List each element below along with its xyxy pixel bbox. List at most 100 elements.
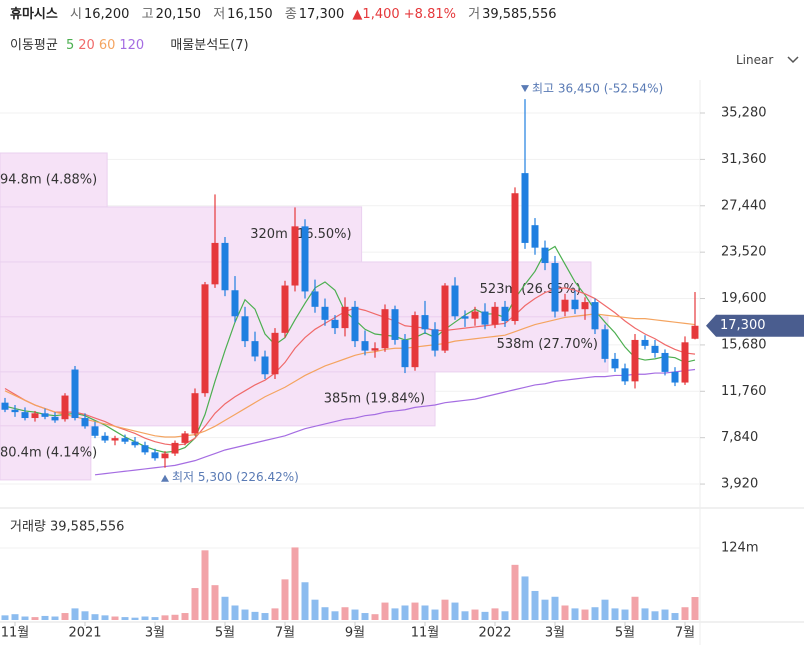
volume-bar: [281, 579, 289, 620]
y-tick-label: 124m: [721, 541, 758, 556]
label: 고: [141, 7, 154, 22]
profile-label: 538m (27.70%): [497, 337, 598, 352]
x-tick-label: 5월: [215, 626, 235, 641]
legend-entry[interactable]: 60: [98, 38, 116, 53]
profile-label: 320m (16.50%): [250, 227, 351, 242]
volume-bar: [451, 602, 459, 620]
volume-bar: [341, 607, 349, 620]
candle-body: [691, 325, 699, 339]
y-tick-label: 11,760: [721, 384, 767, 399]
candle-body: [111, 438, 119, 441]
candle-body: [381, 309, 389, 349]
candle-body: [681, 342, 689, 383]
volume-bar: [21, 616, 29, 620]
candle-body: [541, 247, 549, 264]
volume-bar: [691, 597, 699, 620]
volume-bar: [91, 614, 99, 620]
candle-body: [171, 442, 179, 454]
volume-bar: [331, 611, 339, 620]
volume-bar: [511, 564, 519, 620]
x-tick-label: 11월: [1, 626, 30, 641]
profile-bar: [0, 206, 363, 263]
volume-bar: [271, 608, 279, 620]
label: 시: [69, 7, 82, 22]
candle-body: [161, 453, 169, 459]
legend-entry[interactable]: 20: [78, 38, 95, 53]
profile-label[interactable]: 매물분석도(7): [170, 38, 249, 53]
volume-bar: [251, 611, 259, 620]
scale-select[interactable]: Linear: [736, 53, 799, 67]
volume-bar: [561, 605, 569, 620]
candle-body: [481, 311, 489, 325]
candle-body: [231, 290, 239, 317]
legend-entry[interactable]: 5: [65, 38, 75, 53]
candle-body: [301, 226, 309, 292]
volume-bar: [671, 613, 679, 620]
value: 17,300: [298, 7, 345, 22]
volume-bar: [111, 616, 119, 620]
volume-bar: [461, 611, 469, 620]
value: 16,200: [83, 7, 130, 22]
volume-bar: [241, 609, 249, 620]
volume-bar: [661, 609, 669, 620]
ma-label[interactable]: 이동평균: [10, 38, 58, 53]
value: 16,150: [227, 7, 273, 22]
scale-label: Linear: [736, 53, 774, 67]
quote-header: 휴마시스 시 16,200 고 20,150 저 16,150 종 17,300 ▲1,…: [10, 3, 557, 22]
max-marker: [521, 85, 529, 93]
candle-body: [241, 316, 249, 342]
stock-name: 휴마시스: [10, 7, 58, 22]
volume-title: 거래량 39,585,556: [10, 520, 124, 535]
candle-body: [251, 341, 259, 357]
value: 20,150: [155, 7, 202, 22]
volume-bar: [41, 615, 49, 620]
volume-bar: [531, 590, 539, 620]
volume-bar: [171, 614, 179, 620]
volume-bar: [371, 614, 379, 620]
volume-bar: [261, 613, 269, 620]
volume-bar: [51, 616, 59, 620]
volume-bar: [31, 617, 39, 620]
candle-body: [41, 413, 49, 417]
y-tick-label: 27,440: [721, 198, 767, 213]
candle-body: [661, 352, 669, 372]
candle-body: [531, 225, 539, 248]
volume-bar: [311, 599, 319, 620]
x-tick-label: 7월: [275, 626, 295, 641]
ma-legend: 5 20 60 120: [66, 38, 148, 53]
volume-bar: [441, 599, 449, 620]
volume-bar: [591, 607, 599, 620]
profile-bar: [0, 425, 92, 481]
volume-bar: [301, 582, 309, 620]
candle-body: [351, 306, 359, 342]
volume-bar: [581, 609, 589, 620]
candle-body: [201, 284, 209, 394]
candle-body: [151, 452, 159, 459]
volume-bar: [421, 605, 429, 620]
volume-bar: [391, 608, 399, 620]
volume-bar: [161, 615, 169, 620]
y-tick-label: 7,840: [721, 430, 758, 445]
candle-body: [471, 311, 479, 319]
candle-body: [501, 306, 509, 322]
profile-label: 385m (19.84%): [324, 391, 425, 406]
volume-bar: [101, 615, 109, 620]
volume-bar: [11, 614, 19, 620]
candle-body: [221, 242, 229, 291]
x-tick-label: 9월: [345, 626, 365, 641]
volume-bar: [81, 611, 89, 620]
volume-bar: [181, 613, 189, 620]
legend-entry[interactable]: 120: [119, 38, 145, 53]
candle-body: [421, 315, 429, 330]
y-tick-label: 35,280: [721, 106, 767, 121]
volume-bar: [231, 605, 239, 620]
x-tick-label: 2022: [478, 626, 511, 641]
y-tick-label: 3,920: [721, 477, 758, 492]
candle-body: [631, 339, 639, 382]
candle-body: [181, 433, 189, 443]
x-tick-label: 7월: [675, 626, 695, 641]
candle-body: [571, 299, 579, 310]
change: ▲1,400 +8.81%: [352, 7, 456, 22]
volume-bar: [551, 596, 559, 620]
